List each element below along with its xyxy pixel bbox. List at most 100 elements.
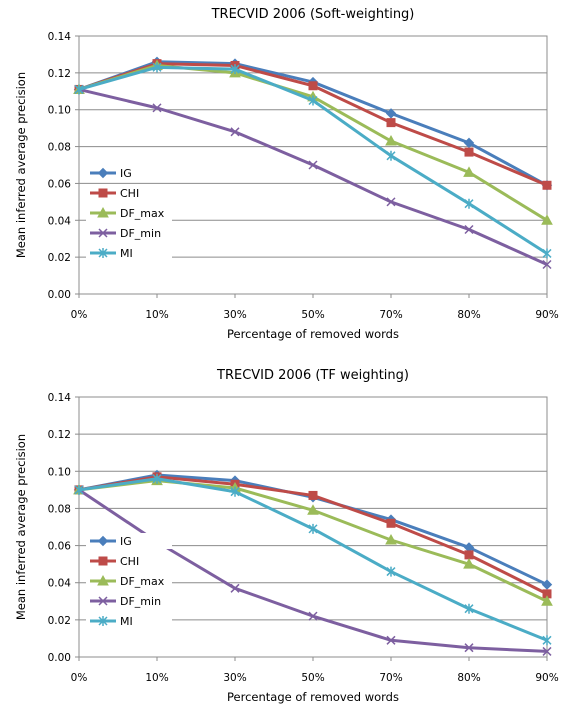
chart-title: TRECVID 2006 (Soft-weighting) <box>211 7 415 22</box>
data-point <box>308 490 318 500</box>
data-point <box>385 108 397 119</box>
data-point <box>386 518 396 528</box>
y-tick-label: 0.14 <box>48 392 72 404</box>
x-tick-label: 30% <box>223 309 246 321</box>
legend-marker <box>98 188 108 198</box>
data-point <box>542 635 552 646</box>
data-point <box>386 566 396 577</box>
chart-soft-weighting: TRECVID 2006 (Soft-weighting) 0.00 0.02 0.0… <box>14 7 559 341</box>
data-point <box>308 81 318 91</box>
data-point <box>464 147 474 157</box>
data-point <box>308 95 318 106</box>
data-point <box>541 214 553 225</box>
legend-item: IG <box>86 165 172 181</box>
y-tick-label: 0.04 <box>48 215 72 227</box>
data-point <box>152 473 162 484</box>
y-tick-label: 0.00 <box>48 289 71 301</box>
legend-item: MI <box>86 613 172 629</box>
data-point <box>464 603 474 614</box>
legend-marker <box>97 574 109 586</box>
y-tick-label: 0.10 <box>48 466 71 478</box>
legend-item: DF_max <box>86 205 172 221</box>
data-point <box>152 103 162 113</box>
legend-marker <box>97 206 109 218</box>
data-point <box>385 533 397 545</box>
data-point <box>308 160 318 170</box>
y-tick-label: 0.00 <box>48 652 71 664</box>
x-tick-label: 70% <box>379 309 402 321</box>
chart-title: TRECVID 2006 (TF weighting) <box>216 368 409 383</box>
data-point <box>463 558 475 569</box>
legend-label: DF_min <box>120 227 161 240</box>
data-point <box>386 150 396 161</box>
legend-label: MI <box>120 247 133 260</box>
legend-label: CHI <box>120 555 139 568</box>
legend-backdrop <box>86 593 172 609</box>
y-tick-label: 0.02 <box>48 615 71 627</box>
x-axis-label: Percentage of removed words <box>227 690 399 704</box>
y-tick-label: 0.10 <box>48 105 71 117</box>
y-tick-label: 0.14 <box>48 31 72 43</box>
data-point <box>463 137 475 149</box>
x-tick-label: 0% <box>71 672 88 684</box>
legend-backdrop <box>86 165 172 181</box>
data-point <box>307 504 319 515</box>
legend-backdrop <box>86 245 172 261</box>
x-tick-label: 50% <box>301 672 324 684</box>
data-point <box>152 62 162 73</box>
y-tick-label: 0.08 <box>48 503 71 515</box>
legend-label: IG <box>120 167 132 180</box>
data-point <box>464 550 474 560</box>
legend-marker <box>98 228 108 238</box>
legend-backdrop <box>86 225 172 241</box>
legend-marker <box>97 535 109 547</box>
legend-item: CHI <box>86 185 172 201</box>
x-tick-label: 0% <box>71 309 88 321</box>
x-tick-label: 50% <box>301 309 324 321</box>
legend-label: DF_max <box>120 207 165 220</box>
x-tick-label: 90% <box>535 672 558 684</box>
legend-backdrop <box>86 613 172 629</box>
legend-item: DF_max <box>86 573 172 589</box>
legend-label: CHI <box>120 187 139 200</box>
legend-backdrop <box>86 533 172 549</box>
y-tick-label: 0.12 <box>48 429 71 441</box>
data-point <box>464 643 474 653</box>
data-point <box>541 595 553 606</box>
data-point <box>386 635 396 645</box>
data-point <box>385 135 397 146</box>
legend-label: DF_max <box>120 575 165 588</box>
legend-item: DF_min <box>86 225 172 241</box>
y-tick-label: 0.04 <box>48 578 72 590</box>
y-tick-label: 0.06 <box>48 541 72 553</box>
legend-marker <box>98 616 108 626</box>
y-axis-label: Mean inferred average precision <box>14 72 28 258</box>
legend-marker <box>98 248 108 258</box>
x-axis-label: Percentage of removed words <box>227 327 399 341</box>
data-point <box>74 484 84 495</box>
legend-marker <box>98 556 108 566</box>
data-point <box>464 224 474 235</box>
legend-item: IG <box>86 533 172 549</box>
data-point <box>230 64 240 75</box>
x-tick-label: 80% <box>457 309 480 321</box>
legend-label: IG <box>120 535 132 548</box>
data-point <box>542 259 552 270</box>
data-point <box>230 486 240 497</box>
data-point <box>464 198 474 209</box>
data-point <box>542 248 552 259</box>
legend-item: CHI <box>86 553 172 569</box>
y-axis-label: Mean inferred average precision <box>14 434 28 620</box>
data-point <box>230 127 240 137</box>
legend-marker <box>97 167 109 179</box>
data-point <box>541 579 553 590</box>
legend-item: DF_min <box>86 593 172 609</box>
data-point <box>386 118 396 128</box>
x-tick-label: 10% <box>145 672 168 684</box>
series-mi <box>74 62 552 259</box>
data-point <box>386 197 396 207</box>
data-point <box>463 166 475 177</box>
y-tick-label: 0.08 <box>48 142 71 154</box>
y-tick-label: 0.12 <box>48 68 71 80</box>
x-tick-label: 90% <box>535 309 558 321</box>
